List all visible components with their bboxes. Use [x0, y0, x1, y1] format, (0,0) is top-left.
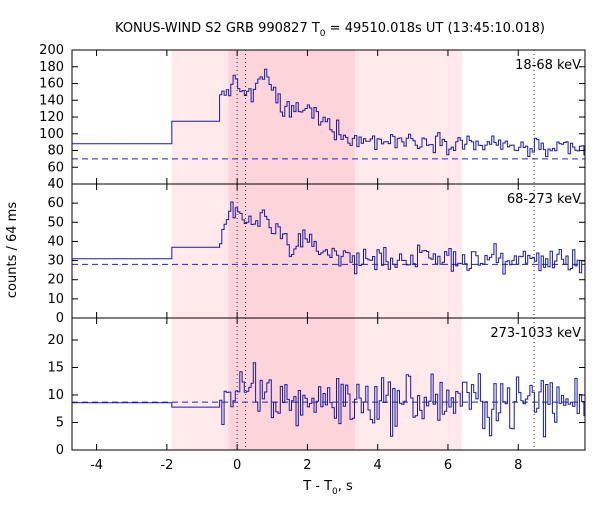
x-tick-label: -4	[90, 458, 103, 473]
y-tick-label: 0	[56, 311, 64, 326]
x-tick-label: 8	[514, 458, 522, 473]
y-tick-label: 140	[39, 93, 64, 108]
y-tick-label: 5	[56, 416, 64, 431]
data-layer	[72, 68, 585, 438]
x-tick-label: 2	[303, 458, 311, 473]
shading-layer	[171, 50, 463, 450]
x-axis-label: T - T0, s	[302, 479, 353, 497]
y-tick-label: 160	[39, 77, 64, 92]
band-label: 273-1033 keV	[490, 326, 581, 341]
y-tick-label: 100	[39, 127, 64, 142]
y-tick-label: 80	[47, 144, 64, 159]
y-tick-label: 15	[47, 361, 64, 376]
y-tick-label: 50	[47, 215, 64, 230]
light-curve-2	[72, 362, 585, 438]
y-tick-label: 20	[47, 333, 64, 348]
chart-title: KONUS-WIND S2 GRB 990827 T0 = 49510.018s…	[115, 21, 545, 39]
y-tick-label: 0	[56, 443, 64, 458]
y-tick-label: 60	[47, 196, 64, 211]
y-tick-label: 180	[39, 60, 64, 75]
y-axis-label: counts / 64 ms	[5, 202, 20, 298]
y-tick-label: 20	[47, 273, 64, 288]
band-label: 68-273 keV	[507, 192, 581, 207]
light-curve-0	[72, 68, 585, 158]
y-tick-label: 10	[47, 292, 64, 307]
panel-frame-2	[71, 317, 586, 451]
y-tick-label: 60	[47, 160, 64, 175]
light-curve-1	[72, 201, 585, 275]
y-tick-label: 40	[47, 234, 64, 249]
x-tick-label: 4	[374, 458, 382, 473]
y-tick-label: 120	[39, 110, 64, 125]
y-tick-label: 40	[47, 177, 64, 192]
band-label: 18-68 keV	[515, 58, 581, 73]
x-tick-label: 6	[444, 458, 452, 473]
y-tick-label: 30	[47, 254, 64, 269]
y-tick-label: 200	[39, 43, 64, 58]
y-tick-label: 10	[47, 388, 64, 403]
x-tick-label: 0	[233, 458, 241, 473]
x-tick-label: -2	[160, 458, 173, 473]
